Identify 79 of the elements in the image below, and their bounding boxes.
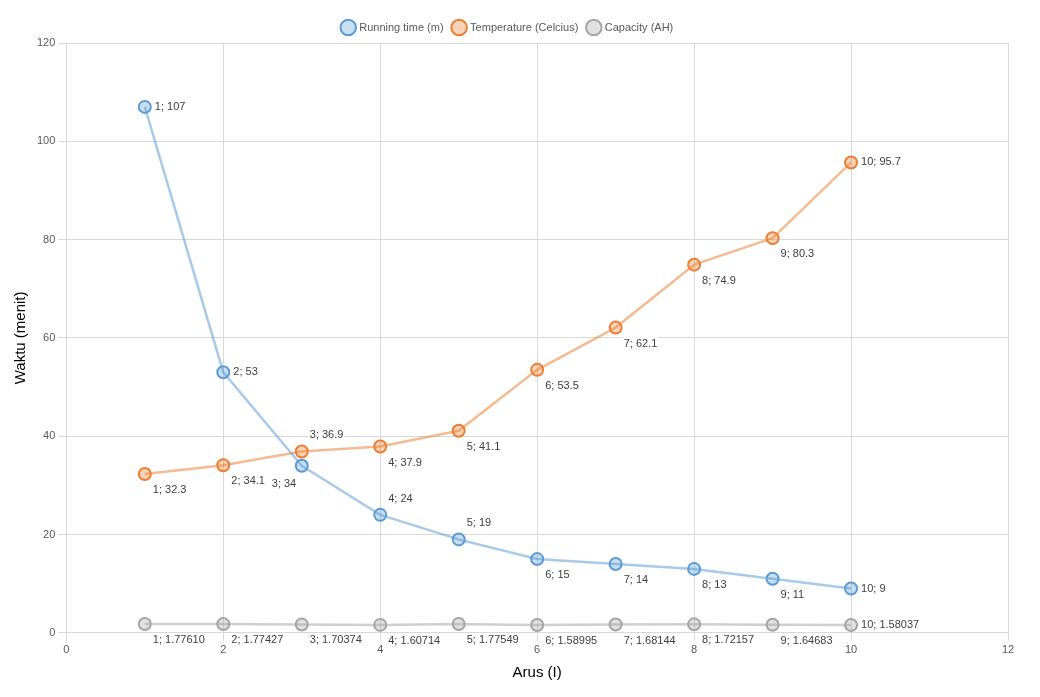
point — [216, 617, 231, 632]
data-label: 1; 1.77610 — [152, 633, 205, 646]
point — [608, 556, 623, 571]
point — [844, 581, 859, 596]
data-label: 2; 34.1 — [231, 474, 265, 487]
point — [294, 444, 309, 459]
y-tick-label: 100 — [36, 134, 56, 147]
point — [687, 561, 702, 576]
point — [844, 155, 859, 170]
point — [687, 617, 702, 632]
legend-label: Capacity (AH) — [604, 20, 674, 33]
y-tick-label: 60 — [43, 330, 56, 343]
data-label: 6; 53.5 — [545, 378, 579, 391]
x-tick-label: 12 — [1001, 643, 1015, 656]
y-tick-label: 40 — [43, 429, 56, 442]
y-tick-label: 120 — [36, 36, 56, 49]
data-label: 3; 36.9 — [309, 428, 344, 441]
point — [530, 552, 545, 567]
data-label: 9; 80.3 — [780, 247, 815, 260]
y-tick-label: 80 — [43, 232, 56, 245]
point — [608, 617, 623, 632]
point — [294, 617, 309, 632]
data-label: 7; 62.1 — [623, 336, 658, 349]
point — [373, 507, 388, 522]
data-label: 3; 1.70374 — [309, 633, 362, 646]
data-label: 8; 74.9 — [702, 273, 736, 286]
point — [530, 617, 545, 632]
data-label: 9; 1.64683 — [780, 633, 833, 646]
data-label: 5; 1.77549 — [466, 633, 519, 646]
x-tick-label: 0 — [63, 643, 70, 656]
point — [137, 617, 152, 632]
data-label: 8; 13 — [702, 577, 727, 590]
legend-label: Temperature (Celcius) — [470, 20, 579, 33]
data-label: 4; 24 — [388, 491, 413, 504]
point — [373, 617, 388, 632]
legend-label: Running time (m) — [359, 20, 444, 33]
data-label: 5; 41.1 — [466, 439, 501, 452]
x-tick-label: 2 — [220, 643, 227, 656]
point — [216, 365, 231, 380]
y-tick-label: 20 — [43, 527, 56, 540]
point — [137, 467, 152, 482]
data-label: 10; 1.58037 — [861, 618, 920, 631]
data-label: 4; 1.60714 — [388, 633, 441, 646]
point — [373, 439, 388, 454]
point — [608, 320, 623, 335]
point — [137, 99, 152, 114]
data-label: 6; 15 — [545, 568, 570, 581]
data-label: 6; 1.58995 — [545, 634, 598, 647]
data-label: 10; 95.7 — [861, 155, 901, 168]
x-tick-label: 8 — [691, 643, 698, 656]
point — [216, 458, 231, 473]
point — [451, 532, 466, 547]
x-tick-label: 10 — [844, 643, 858, 656]
x-tick-label: 4 — [377, 643, 384, 656]
data-label: 3; 34 — [271, 476, 297, 489]
y-axis-title: Waktu (menit) — [11, 291, 29, 385]
y-tick-label: 0 — [49, 625, 56, 638]
point — [294, 458, 309, 473]
point — [765, 231, 780, 246]
data-label: 2; 1.77427 — [231, 633, 284, 646]
point — [765, 571, 780, 586]
data-label: 2; 53 — [233, 365, 258, 378]
point — [451, 423, 466, 438]
data-label: 10; 9 — [861, 581, 886, 594]
data-label: 7; 1.68144 — [623, 633, 676, 646]
point — [687, 257, 702, 272]
data-label: 1; 32.3 — [152, 483, 187, 496]
x-tick-label: 6 — [534, 643, 541, 656]
x-axis-title: Arus (I) — [512, 663, 562, 681]
data-label: 4; 37.9 — [388, 455, 422, 468]
point — [451, 617, 466, 632]
data-label: 9; 11 — [780, 587, 805, 600]
point — [530, 362, 545, 377]
data-label: 5; 19 — [466, 516, 492, 529]
data-label: 7; 14 — [623, 573, 649, 586]
data-label: 1; 107 — [154, 99, 186, 112]
point — [765, 617, 780, 632]
point — [844, 618, 859, 633]
data-label: 8; 1.72157 — [702, 633, 755, 646]
